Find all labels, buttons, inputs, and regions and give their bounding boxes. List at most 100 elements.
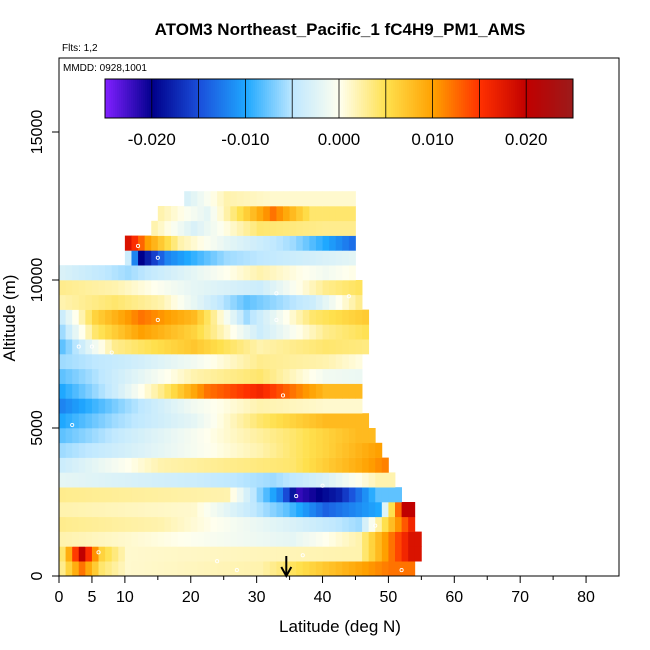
heatmap-cell: [203, 487, 211, 503]
heatmap-cell: [91, 442, 99, 458]
heatmap-cell: [263, 220, 271, 236]
heatmap-cell: [283, 383, 290, 399]
heatmap-cell: [210, 531, 218, 547]
heatmap-cell: [111, 546, 119, 562]
heatmap-cell: [210, 516, 218, 532]
colorbar-swatch: [125, 79, 128, 118]
heatmap-cell: [171, 413, 178, 429]
heatmap-cell: [144, 531, 152, 547]
heatmap-cell: [388, 561, 396, 577]
heatmap-cell: [157, 398, 165, 414]
heatmap-cell: [217, 191, 225, 207]
heatmap-cell: [368, 546, 376, 562]
heatmap-cell: [243, 220, 251, 236]
heatmap-cell: [85, 368, 93, 384]
heatmap-cell: [315, 472, 323, 488]
heatmap-cell: [309, 368, 317, 384]
heatmap-cell: [375, 472, 383, 488]
heatmap-cell: [210, 235, 218, 251]
heatmap-cell: [250, 309, 258, 325]
data-point: [399, 568, 404, 573]
heatmap-cell: [342, 561, 350, 577]
heatmap-cell: [276, 324, 284, 340]
heatmap-cell: [203, 428, 211, 444]
heatmap-cell: [309, 339, 317, 355]
colorbar-swatch: [339, 79, 342, 118]
heatmap-cell: [276, 531, 284, 547]
heatmap-cell: [302, 309, 310, 325]
heatmap-cell: [322, 324, 330, 340]
heatmap-cell: [105, 428, 113, 444]
heatmap-cell: [124, 294, 132, 310]
heatmap-cell: [362, 324, 370, 340]
heatmap-cell: [408, 546, 416, 562]
heatmap-cell: [296, 280, 304, 296]
heatmap-cell: [289, 413, 297, 429]
heatmap-cell: [335, 250, 343, 266]
heatmap-cell: [263, 354, 271, 370]
heatmap-cell: [190, 383, 198, 399]
heatmap-cell: [348, 206, 356, 222]
heatmap-cell: [171, 235, 178, 251]
heatmap-cell: [335, 354, 343, 370]
heatmap-cell: [250, 487, 258, 503]
heatmap-cell: [217, 428, 225, 444]
heatmap-cell: [65, 457, 73, 473]
heatmap-cell: [144, 546, 152, 562]
heatmap-cell: [197, 324, 205, 340]
heatmap-cell: [395, 561, 402, 577]
colorbar-swatch: [351, 79, 354, 118]
heatmap-cell: [164, 516, 172, 532]
heatmap-cell: [388, 531, 396, 547]
colorbar-swatch: [217, 79, 220, 118]
y-tick-label: 5000: [29, 410, 46, 446]
heatmap-cell: [144, 516, 152, 532]
colorbar-swatch: [353, 79, 356, 118]
heatmap-cell: [72, 428, 80, 444]
heatmap-cell: [381, 546, 389, 562]
heatmap-cell: [131, 339, 139, 355]
heatmap-cell: [348, 398, 356, 414]
heatmap-cell: [263, 383, 271, 399]
heatmap-cell: [98, 413, 106, 429]
heatmap-cell: [105, 368, 113, 384]
heatmap-cell: [289, 339, 297, 355]
colorbar-swatch: [483, 79, 486, 118]
colorbar-swatch: [239, 79, 242, 118]
heatmap-cell: [217, 280, 225, 296]
heatmap-cell: [131, 442, 139, 458]
colorbar-swatch: [447, 79, 450, 118]
colorbar-swatch: [121, 79, 124, 118]
heatmap-cell: [164, 339, 172, 355]
heatmap-cell: [315, 428, 323, 444]
heatmap-cell: [78, 413, 86, 429]
heatmap-cell: [256, 546, 264, 562]
heatmap-cell: [210, 472, 218, 488]
heatmap-cell: [329, 398, 337, 414]
heatmap-cell: [322, 309, 330, 325]
heatmap-cell: [315, 546, 323, 562]
heatmap-cell: [210, 383, 218, 399]
heatmap-cell: [217, 294, 225, 310]
heatmap-cell: [65, 309, 73, 325]
heatmap-cell: [322, 502, 330, 518]
heatmap-cell: [236, 487, 244, 503]
heatmap-cell: [276, 354, 284, 370]
heatmap-cell: [144, 383, 152, 399]
latitude-marker-arrow: [280, 556, 293, 579]
heatmap-cell: [217, 324, 225, 340]
heatmap-cell: [289, 324, 297, 340]
colorbar-swatch: [199, 79, 202, 118]
colorbar-swatch: [337, 79, 340, 118]
heatmap-cell: [177, 561, 185, 577]
heatmap-cell: [348, 487, 356, 503]
heatmap-cell: [72, 294, 80, 310]
heatmap-cell: [309, 309, 317, 325]
heatmap-cell: [315, 250, 323, 266]
heatmap-cell: [98, 294, 106, 310]
colorbar-swatch: [123, 79, 126, 118]
heatmap-cell: [171, 487, 178, 503]
colorbar-swatch: [295, 79, 298, 118]
heatmap-cell: [98, 531, 106, 547]
heatmap-cell: [171, 324, 178, 340]
